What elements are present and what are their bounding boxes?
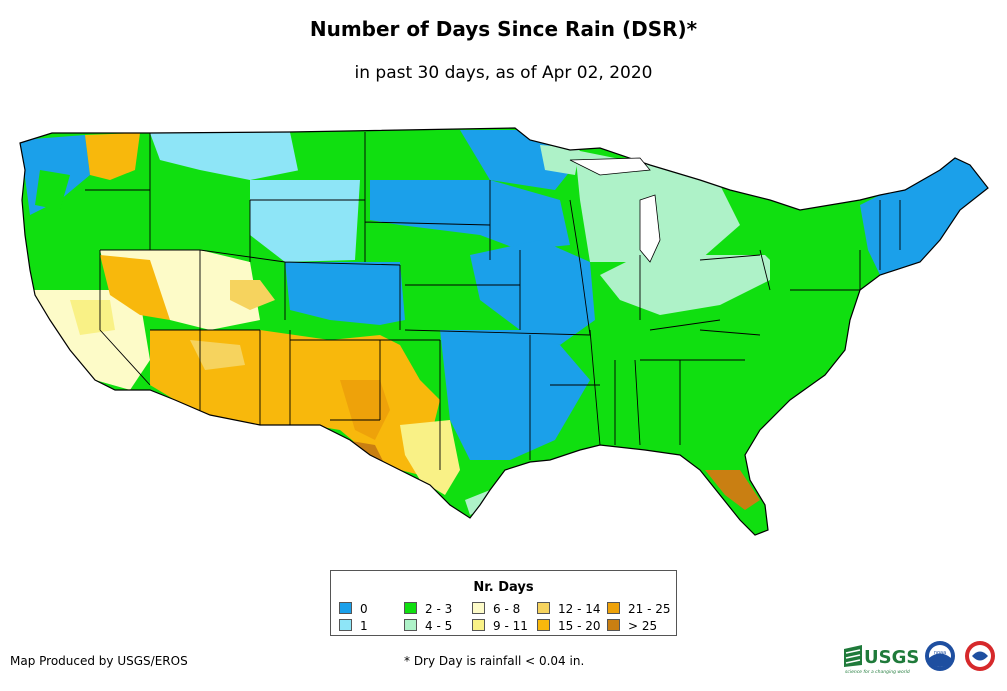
usgs-logo: USGS science for a changing world	[844, 645, 919, 675]
legend-item-7: 15 - 20	[537, 619, 601, 633]
agency-logos: USGS science for a changing world noaa	[844, 641, 995, 675]
legend-swatch	[607, 619, 620, 631]
lake-superior	[569, 157, 651, 176]
legend-swatch	[537, 602, 550, 614]
nws-logo	[965, 641, 995, 671]
lake-michigan	[639, 194, 661, 263]
legend-swatch	[537, 619, 550, 631]
legend-swatch	[404, 602, 417, 614]
legend-title: Nr. Days	[473, 580, 534, 595]
legend-item-4: 6 - 8	[472, 602, 520, 616]
legend: Nr. Days 0 1 2 - 3 4 - 5 6 - 8 9 - 11 12…	[330, 570, 677, 636]
legend-swatch	[339, 602, 352, 614]
legend-swatch	[404, 619, 417, 631]
legend-item-6: 12 - 14	[537, 602, 601, 616]
legend-swatch	[339, 619, 352, 631]
legend-item-1: 1	[339, 619, 368, 633]
map-title: Number of Days Since Rain (DSR)*	[309, 17, 698, 41]
legend-item-5: 9 - 11	[472, 619, 528, 633]
usgs-wordmark: USGS	[864, 647, 919, 668]
legend-item-2: 2 - 3	[404, 602, 452, 616]
legend-label: 4 - 5	[425, 619, 453, 633]
legend-item-0: 0	[339, 602, 368, 616]
legend-label: 21 - 25	[628, 602, 671, 616]
noaa-logo: noaa	[925, 641, 955, 671]
us-outline	[19, 127, 989, 536]
legend-swatch	[607, 602, 620, 614]
credit-text: Map Produced by USGS/EROS	[10, 654, 188, 668]
legend-label: > 25	[628, 619, 658, 633]
dsr-map	[19, 127, 989, 536]
rainfall-regions	[20, 128, 988, 535]
legend-label: 2 - 3	[425, 602, 453, 616]
legend-item-9: > 25	[607, 619, 657, 633]
map-subtitle: in past 30 days, as of Apr 02, 2020	[354, 63, 653, 83]
noaa-wordmark: noaa	[934, 650, 946, 656]
legend-label: 12 - 14	[558, 602, 601, 616]
legend-label: 6 - 8	[493, 602, 521, 616]
legend-swatch	[472, 602, 485, 614]
footnote-text: * Dry Day is rainfall < 0.04 in.	[404, 654, 585, 668]
legend-label: 15 - 20	[558, 619, 601, 633]
state-borders	[85, 132, 901, 470]
usgs-tagline: science for a changing world	[845, 669, 910, 675]
legend-item-3: 4 - 5	[404, 619, 452, 633]
legend-label: 9 - 11	[493, 619, 528, 633]
legend-swatch	[472, 619, 485, 631]
legend-label: 0	[360, 602, 368, 616]
legend-label: 1	[360, 619, 368, 633]
legend-item-8: 21 - 25	[607, 602, 671, 616]
